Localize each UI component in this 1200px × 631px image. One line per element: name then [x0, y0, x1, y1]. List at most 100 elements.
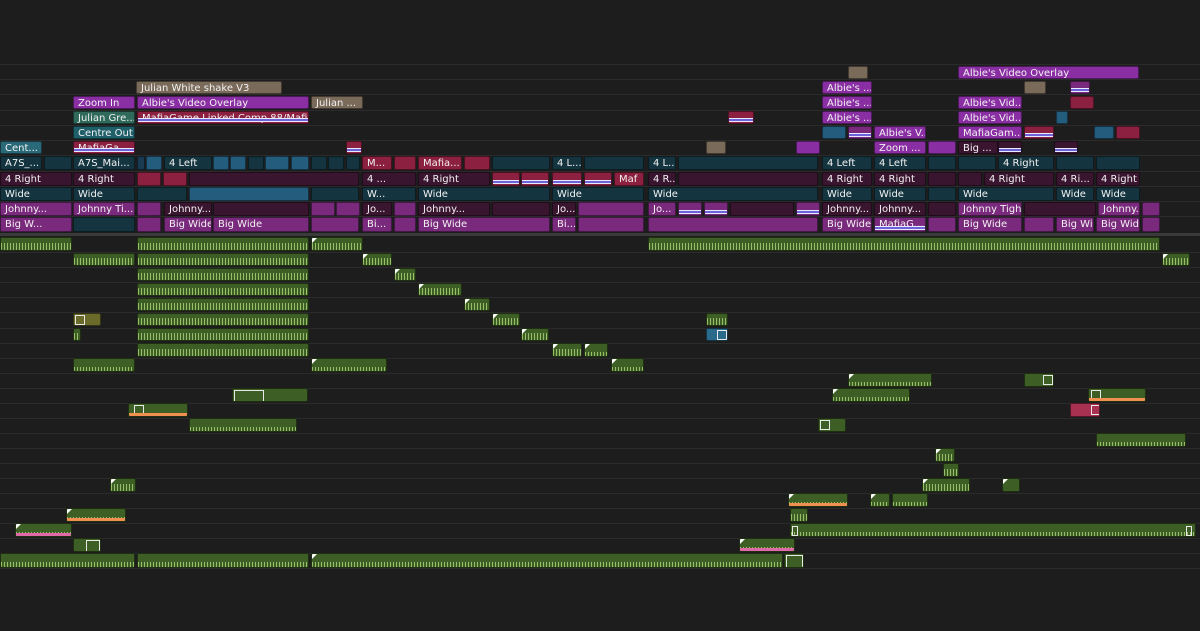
audio-clip[interactable]: [73, 538, 101, 552]
audio-clip[interactable]: [137, 328, 309, 341]
video-clip[interactable]: [1024, 126, 1054, 139]
video-clip-jo[interactable]: Jo...: [648, 202, 676, 216]
video-clip[interactable]: [958, 172, 982, 186]
video-clip[interactable]: [1054, 141, 1078, 154]
audio-clip[interactable]: [189, 418, 297, 432]
video-clip-4-right[interactable]: 4 Right: [1096, 172, 1140, 186]
video-clip[interactable]: [521, 172, 549, 186]
audio-clip[interactable]: [311, 237, 363, 251]
audio-clip[interactable]: [137, 283, 309, 296]
video-clip[interactable]: [578, 217, 644, 232]
audio-clip[interactable]: [648, 237, 1160, 251]
video-clip[interactable]: [928, 156, 956, 170]
video-clip[interactable]: [584, 172, 612, 186]
video-clip[interactable]: [394, 202, 416, 216]
video-clip[interactable]: [492, 202, 550, 216]
audio-clip[interactable]: [311, 553, 783, 568]
video-clip-zoom-in[interactable]: Zoom In: [73, 96, 135, 109]
video-clip-johnny[interactable]: Johnny...: [1098, 202, 1140, 216]
audio-clip[interactable]: [0, 237, 72, 251]
video-clip-big-wide[interactable]: Big Wide: [418, 217, 550, 232]
video-clip[interactable]: [796, 202, 820, 216]
video-clip[interactable]: [1094, 126, 1114, 139]
video-clip[interactable]: [265, 156, 289, 170]
video-clip-cent[interactable]: Cent...: [0, 141, 42, 154]
video-clip-johnny[interactable]: Johnny...: [418, 202, 490, 216]
video-clip-m[interactable]: M...: [362, 156, 392, 170]
video-clip[interactable]: [328, 156, 344, 170]
video-clip-w[interactable]: W...: [362, 187, 416, 201]
video-clip[interactable]: [248, 156, 264, 170]
video-clip-albie[interactable]: Albie's ...: [822, 111, 872, 124]
video-clip[interactable]: [848, 66, 868, 79]
video-clip[interactable]: [336, 202, 360, 216]
video-clip-4-ri[interactable]: 4 Ri...: [1056, 172, 1094, 186]
video-clip-albie-vid[interactable]: Albie's Vid...: [958, 96, 1022, 109]
audio-clip[interactable]: [137, 343, 309, 357]
video-clip-mafia[interactable]: Mafia...: [418, 156, 462, 170]
video-clip-big-wide[interactable]: Big Wide: [1056, 217, 1094, 232]
video-clip-albie-overlay[interactable]: Albie's Video Overlay: [137, 96, 309, 109]
video-clip-jo[interactable]: Jo...: [362, 202, 392, 216]
audio-clip[interactable]: [1096, 433, 1186, 447]
video-clip-julian-green[interactable]: Julian Gre...: [73, 111, 135, 124]
video-clip[interactable]: [311, 202, 335, 216]
audio-clip[interactable]: [418, 283, 462, 296]
video-clip[interactable]: [492, 172, 520, 186]
video-clip-big-wide[interactable]: Big Wide: [958, 217, 1022, 232]
video-clip-johnny[interactable]: Johnny...: [874, 202, 926, 216]
video-clip[interactable]: [1056, 111, 1068, 124]
video-clip[interactable]: [928, 202, 956, 216]
audio-clip[interactable]: [521, 328, 549, 341]
video-clip[interactable]: [706, 141, 726, 154]
video-clip-4-right[interactable]: 4 Right: [822, 172, 872, 186]
video-clip-mafiag[interactable]: MafiaG...: [874, 217, 926, 232]
video-clip-wide[interactable]: Wide: [1056, 187, 1094, 201]
video-clip[interactable]: [146, 156, 162, 170]
audio-clip[interactable]: [492, 313, 520, 326]
audio-clip[interactable]: [584, 343, 608, 357]
video-clip-4-right[interactable]: 4 Right: [998, 156, 1054, 170]
video-clip-albie[interactable]: Albie's ...: [822, 96, 872, 109]
video-clip[interactable]: [584, 156, 644, 170]
video-clip[interactable]: [346, 141, 362, 154]
audio-clip[interactable]: [1070, 403, 1100, 417]
video-clip-albie-overlay[interactable]: Albie's Video Overlay: [958, 66, 1139, 79]
video-clip-julian-shake[interactable]: Julian White shake V3: [136, 81, 282, 94]
audio-clip[interactable]: [892, 493, 928, 507]
video-clip[interactable]: [678, 172, 818, 186]
video-clip[interactable]: [578, 202, 644, 216]
audio-clip[interactable]: [137, 253, 309, 266]
audio-clip[interactable]: [232, 388, 308, 402]
video-clip-julian[interactable]: Julian ...: [311, 96, 363, 109]
video-clip[interactable]: [1096, 156, 1140, 170]
video-clip-albie-v[interactable]: Albie's V...: [874, 126, 926, 139]
video-clip[interactable]: [648, 217, 818, 232]
video-clip-4[interactable]: 4 ...: [362, 172, 416, 186]
video-clip[interactable]: [311, 217, 359, 232]
video-clip[interactable]: [189, 187, 309, 201]
video-clip-johnny[interactable]: Johnny...: [822, 202, 872, 216]
audio-clip[interactable]: [706, 313, 728, 326]
video-clip-a7s-mai[interactable]: A7S_Mai...: [73, 156, 135, 170]
audio-clip[interactable]: [870, 493, 890, 507]
video-clip[interactable]: [137, 187, 187, 201]
video-clip-4-right[interactable]: 4 Right: [874, 172, 926, 186]
video-clip[interactable]: [796, 141, 820, 154]
video-clip[interactable]: [822, 126, 846, 139]
video-clip[interactable]: [213, 156, 229, 170]
video-clip[interactable]: [137, 156, 145, 170]
video-clip[interactable]: [1070, 81, 1090, 94]
video-clip-bi[interactable]: Bi...: [362, 217, 392, 232]
audio-clip[interactable]: [784, 553, 804, 568]
audio-clip[interactable]: [66, 508, 126, 522]
audio-clip[interactable]: [1024, 373, 1054, 387]
video-clip[interactable]: [1024, 217, 1054, 232]
audio-clip[interactable]: [110, 478, 136, 492]
audio-clip[interactable]: [0, 553, 135, 568]
video-clip-albie-vid[interactable]: Albie's Vid...: [958, 111, 1022, 124]
audio-clip[interactable]: [394, 268, 416, 281]
audio-clip[interactable]: [73, 253, 135, 266]
video-clip[interactable]: [213, 202, 309, 216]
